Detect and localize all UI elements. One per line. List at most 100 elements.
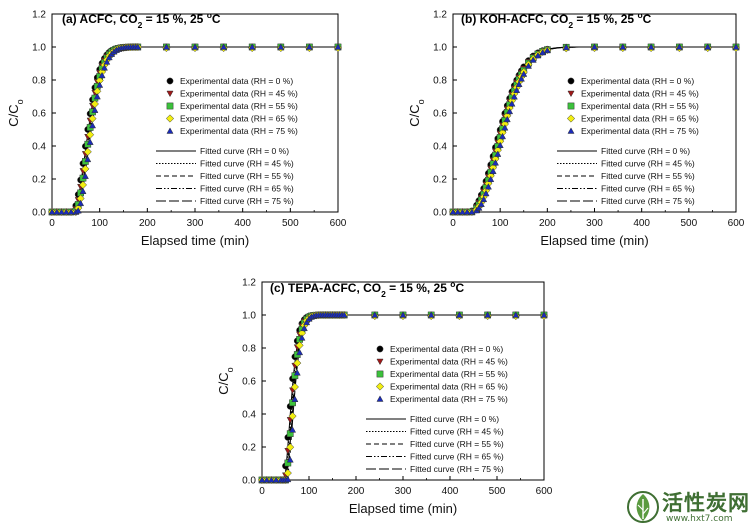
legend-entry: Fitted curve (RH = 45 %)	[410, 427, 504, 437]
legend-entry: Experimental data (RH = 75 %)	[180, 126, 298, 136]
legend-entry: Fitted curve (RH = 45 %)	[601, 159, 695, 169]
legend-entry: Experimental data (RH = 75 %)	[581, 126, 699, 136]
legend-entry: Fitted curve (RH = 0 %)	[601, 146, 690, 156]
data-point	[540, 311, 548, 318]
data-point	[496, 141, 504, 148]
legend-entry: Experimental data (RH = 45 %)	[180, 89, 298, 99]
series-points	[449, 43, 740, 215]
x-tick-label: 200	[139, 218, 156, 229]
y-tick-label: 1.2	[433, 10, 447, 21]
data-point	[534, 51, 542, 59]
y-tick-label: 1.0	[242, 311, 256, 322]
data-point	[499, 132, 507, 140]
data-point	[334, 43, 342, 50]
legend-entry: Fitted curve (RH = 0 %)	[200, 146, 289, 156]
x-tick-label: 300	[187, 218, 204, 229]
data-point	[291, 395, 299, 402]
data-point	[103, 58, 111, 65]
data-point	[371, 311, 379, 318]
data-point	[100, 64, 108, 71]
data-point	[454, 208, 462, 215]
y-tick-label: 0.2	[32, 175, 46, 186]
legend-marker	[166, 102, 174, 110]
data-point	[515, 80, 523, 87]
data-point	[675, 43, 683, 50]
data-point	[513, 86, 521, 93]
data-point	[248, 43, 256, 50]
legend-entry: Experimental data (RH = 0 %)	[180, 76, 293, 86]
data-point	[619, 43, 627, 50]
data-point	[74, 207, 82, 214]
y-tick-label: 0.6	[32, 109, 46, 120]
data-point	[704, 43, 712, 50]
chart-panel-a: 0 100 200 300 400 500 600 0.0 0.2 0.4 0.6 0.8 1.0 1.2…	[6, 10, 347, 249]
legend: Experimental data (RH = 0 %) Experimental…	[366, 344, 508, 474]
data-point	[289, 399, 296, 407]
legend-marker	[166, 90, 174, 98]
data-point	[562, 43, 570, 51]
y-tick-label: 0.8	[242, 344, 256, 355]
data-point	[489, 167, 497, 174]
data-point	[529, 56, 537, 63]
data-point	[93, 92, 101, 100]
data-point	[300, 324, 308, 332]
x-tick-label: 500	[680, 218, 697, 229]
legend-entry: Experimental data (RH = 45 %)	[390, 357, 508, 367]
x-axis-label: Elapsed time (min)	[540, 233, 648, 248]
legend-entry: Fitted curve (RH = 65 %)	[410, 452, 504, 462]
x-tick-label: 100	[91, 218, 108, 229]
data-point	[258, 476, 266, 483]
y-tick-label: 1.0	[32, 43, 46, 54]
data-point	[293, 359, 302, 368]
x-tick-label: 600	[728, 218, 745, 229]
data-point	[494, 150, 502, 157]
y-tick-label: 0.8	[433, 76, 447, 87]
data-point	[284, 459, 292, 467]
x-axis-label: Elapsed time (min)	[349, 501, 457, 516]
data-point	[647, 43, 655, 50]
series-points	[48, 43, 342, 215]
data-point	[484, 311, 492, 318]
data-point	[96, 81, 104, 88]
data-point	[512, 311, 520, 318]
data-point	[290, 382, 299, 392]
legend-marker	[567, 77, 575, 85]
x-tick-label: 200	[539, 218, 556, 229]
x-tick-label: 600	[536, 486, 553, 497]
data-point	[98, 71, 106, 79]
chart-title: (a) ACFC, CO2 = 15 %, 25 oC	[62, 10, 221, 30]
x-axis-label: Elapsed time (min)	[141, 233, 249, 248]
data-point	[427, 311, 435, 318]
watermark-badge: 活性炭网 www.hxt7.com	[623, 486, 750, 530]
data-point	[84, 155, 92, 163]
data-point	[289, 426, 297, 433]
y-axis-label: C/Co	[407, 99, 426, 126]
legend-entry: Fitted curve (RH = 55 %)	[410, 439, 504, 449]
data-point	[477, 200, 485, 207]
legend: Experimental data (RH = 0 %) Experimental…	[156, 76, 298, 206]
y-tick-label: 1.2	[32, 10, 46, 21]
legend-entry: Fitted curve (RH = 75 %)	[601, 196, 695, 206]
data-point	[480, 195, 488, 203]
data-point	[491, 159, 499, 166]
x-tick-label: 100	[301, 486, 318, 497]
y-tick-label: 1.0	[433, 43, 447, 54]
legend-entry: Fitted curve (RH = 65 %)	[200, 184, 294, 194]
data-point	[53, 208, 61, 215]
legend-marker	[567, 90, 575, 98]
x-tick-label: 0	[259, 486, 265, 497]
data-point	[501, 124, 509, 131]
data-point	[296, 348, 304, 356]
data-point	[484, 183, 492, 190]
watermark-title: 活性炭网	[662, 491, 750, 515]
data-point	[517, 75, 525, 82]
data-point	[191, 43, 199, 50]
legend-marker	[567, 127, 575, 134]
y-tick-label: 0.8	[32, 76, 46, 87]
data-point	[503, 115, 511, 123]
data-point	[105, 53, 113, 61]
legend-entry: Experimental data (RH = 65 %)	[581, 114, 699, 124]
data-point	[298, 334, 306, 341]
legend-marker	[566, 114, 576, 123]
